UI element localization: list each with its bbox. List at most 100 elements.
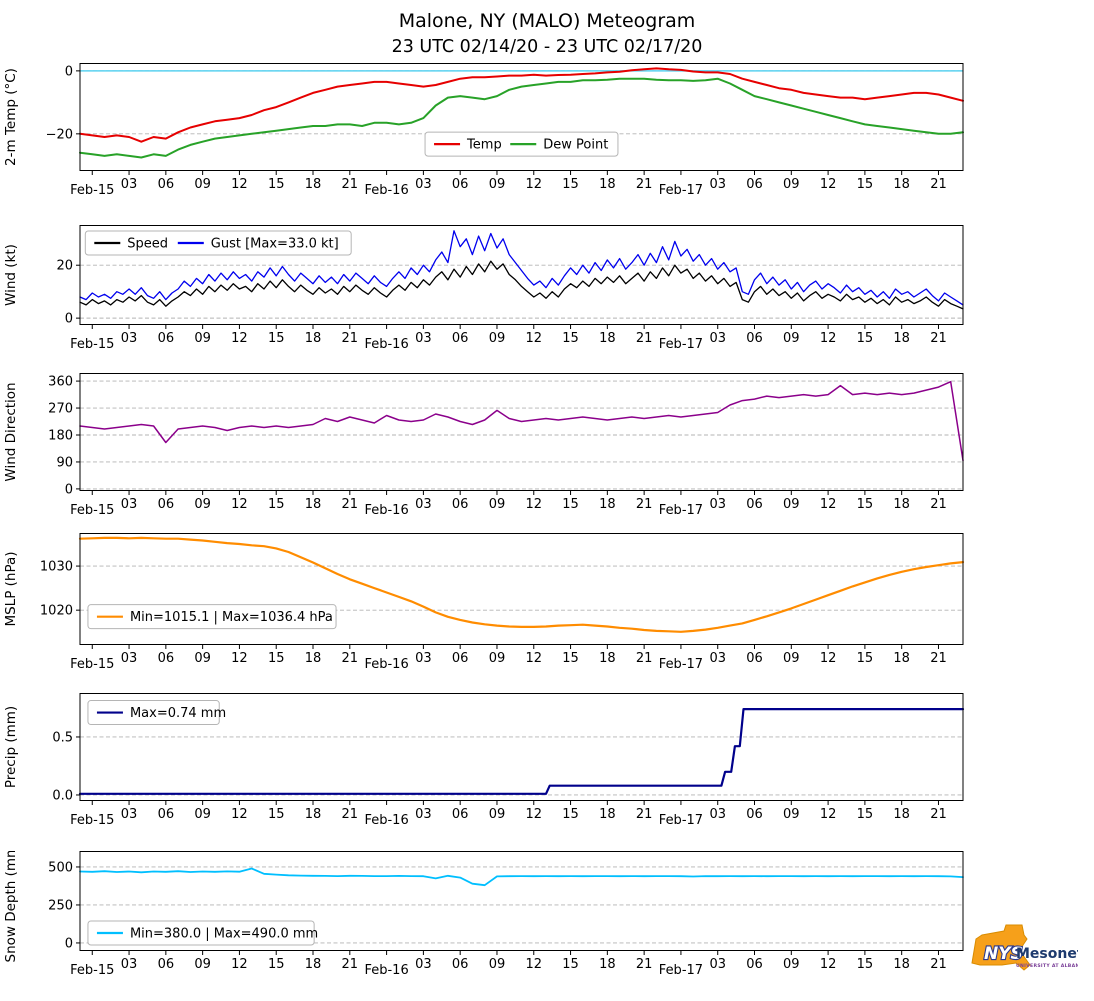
x-tick-label: 06 <box>746 651 763 666</box>
x-tick-label: 15 <box>857 957 874 972</box>
x-tick-label: Feb-17 <box>659 183 703 198</box>
x-tick-label: 03 <box>415 957 432 972</box>
x-tick-label: 09 <box>489 177 506 192</box>
x-tick-label: Feb-16 <box>364 183 408 198</box>
x-tick-label: 21 <box>342 177 359 192</box>
legend-label: Temp <box>466 138 502 153</box>
x-tick-label: 03 <box>709 177 726 192</box>
chart-title: Malone, NY (MALO) Meteogram <box>398 10 696 32</box>
x-tick-label: 15 <box>562 331 579 346</box>
x-tick-label: 15 <box>268 807 285 822</box>
x-tick-label: 18 <box>893 497 910 512</box>
y-tick-label: 90 <box>56 455 73 470</box>
x-tick-label: 21 <box>636 177 653 192</box>
x-tick-label: 06 <box>746 497 763 512</box>
y-tick-label: 0 <box>65 312 73 327</box>
x-tick-label: 09 <box>783 957 800 972</box>
y-tick-label: 270 <box>48 402 73 417</box>
x-tick-label: 12 <box>525 497 542 512</box>
x-tick-label: 21 <box>342 331 359 346</box>
legend-label: Max=0.74 mm <box>130 706 226 721</box>
x-tick-label: 15 <box>562 497 579 512</box>
x-tick-label: 21 <box>636 331 653 346</box>
logo-mesonet-text: Mesonet <box>1016 946 1078 962</box>
x-tick-label: 15 <box>562 651 579 666</box>
x-tick-label: 21 <box>930 651 947 666</box>
x-tick-label: Feb-17 <box>659 337 703 352</box>
x-tick-label: Feb-16 <box>364 657 408 672</box>
legend-box <box>87 700 220 726</box>
x-tick-label: Feb-17 <box>659 503 703 518</box>
x-tick-label: 12 <box>820 651 837 666</box>
legend-box <box>84 230 352 256</box>
legend-box <box>87 604 337 630</box>
x-tick-label: Feb-16 <box>364 503 408 518</box>
x-tick-label: Feb-17 <box>659 813 703 828</box>
x-tick-label: Feb-15 <box>70 183 114 198</box>
x-tick-label: Feb-15 <box>70 813 114 828</box>
legend-box <box>87 920 315 946</box>
x-tick-label: 12 <box>231 331 248 346</box>
x-tick-label: 12 <box>231 957 248 972</box>
x-tick-label: 12 <box>820 177 837 192</box>
x-tick-label: 12 <box>525 807 542 822</box>
x-tick-label: 18 <box>305 957 322 972</box>
x-tick-label: 18 <box>305 651 322 666</box>
x-tick-label: Feb-17 <box>659 657 703 672</box>
chart-wind: 20 0 Feb-15 03 06 09 12 15 18 21 Feb-16 03 06 09 12 15 1… <box>3 225 964 352</box>
x-tick-label: 03 <box>415 807 432 822</box>
x-tick-label: Feb-16 <box>364 963 408 978</box>
plot-frame <box>79 225 964 325</box>
series-min-380-0-max-490-0-mm <box>79 867 964 887</box>
y-tick-label: 0 <box>65 482 73 497</box>
panel-wind: 20 0 Feb-15 03 06 09 12 15 18 21 Feb-16 03 06 09 12 15 1… <box>0 225 1094 355</box>
legend-label: Min=1015.1 | Max=1036.4 hPa <box>130 610 333 625</box>
x-tick-label: 03 <box>121 651 138 666</box>
x-tick-label: 06 <box>158 497 175 512</box>
y-axis-title: Wind Direction <box>3 382 19 481</box>
x-tick-label: 06 <box>452 651 469 666</box>
nys-mesonet-logo: NYS Mesonet UNIVERSITY AT ALBANY <box>968 917 1084 989</box>
series-min-1015-1-max-1036-4-hpa <box>78 536 965 633</box>
y-axis-title: Snow Depth (mm) <box>3 851 19 962</box>
x-tick-label: 09 <box>783 177 800 192</box>
x-tick-label: 15 <box>268 957 285 972</box>
x-tick-label: 09 <box>489 331 506 346</box>
x-tick-label: 18 <box>599 331 616 346</box>
chart-precip: 0.5 0.0 Feb-15 03 06 09 12 15 18 21 Feb-16 03 06 09 12… <box>3 693 965 828</box>
x-tick-label: 21 <box>930 177 947 192</box>
y-tick-label: 1030 <box>40 560 73 575</box>
legend: Speed Gust [Max=33.0 kt] <box>84 230 352 256</box>
x-tick-label: 18 <box>893 331 910 346</box>
x-tick-label: 21 <box>342 807 359 822</box>
x-tick-label: 06 <box>158 331 175 346</box>
y-tick-label: 250 <box>48 898 73 913</box>
x-tick-label: 12 <box>820 807 837 822</box>
x-tick-label: 09 <box>194 497 211 512</box>
x-tick-label: 06 <box>452 807 469 822</box>
y-tick-label: 0.0 <box>52 788 73 803</box>
plot-frame <box>79 373 964 491</box>
x-tick-label: 21 <box>636 497 653 512</box>
y-tick-label: 0 <box>65 64 73 79</box>
x-tick-label: 21 <box>636 651 653 666</box>
legend: Min=380.0 | Max=490.0 mm <box>87 920 318 946</box>
y-tick-label: 0 <box>65 936 73 951</box>
x-tick-label: 21 <box>636 807 653 822</box>
x-tick-label: 15 <box>857 651 874 666</box>
x-tick-label: 18 <box>599 807 616 822</box>
x-tick-label: 09 <box>489 807 506 822</box>
x-tick-label: 18 <box>599 957 616 972</box>
series-max-0-74-mm <box>78 708 965 795</box>
x-tick-label: 21 <box>342 651 359 666</box>
x-tick-label: 09 <box>783 497 800 512</box>
panel-mslp: 1030 1020 Feb-15 03 06 09 12 15 18 21 Feb-16 03 06 09… <box>0 533 1094 675</box>
x-tick-label: 15 <box>857 331 874 346</box>
x-tick-label: 18 <box>599 497 616 512</box>
legend-label: Min=380.0 | Max=490.0 mm <box>130 927 318 942</box>
x-tick-label: 09 <box>489 651 506 666</box>
x-tick-label: 06 <box>746 957 763 972</box>
y-tick-label: 1020 <box>40 604 73 619</box>
x-tick-label: 03 <box>121 331 138 346</box>
